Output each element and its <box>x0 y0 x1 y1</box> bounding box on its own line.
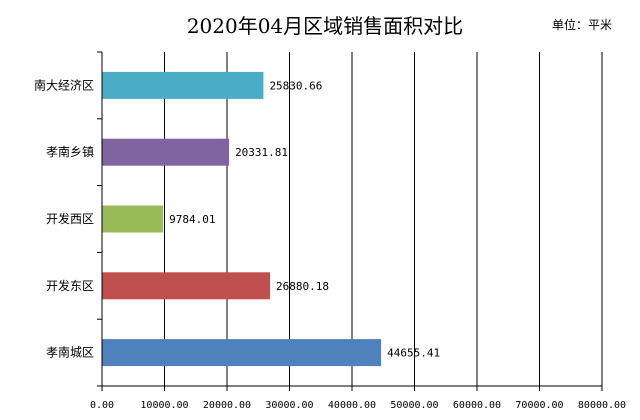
category-label: 开发西区 <box>46 211 94 226</box>
x-tick-label: 30000.00 <box>265 400 313 411</box>
value-label: 25830.66 <box>269 79 322 92</box>
category-label: 孝南乡镇 <box>46 144 94 159</box>
bar-2 <box>102 138 230 166</box>
value-label: 26880.18 <box>276 280 329 293</box>
category-label: 开发东区 <box>46 278 94 293</box>
category-label: 南大经济区 <box>34 77 94 92</box>
value-label: 44655.41 <box>387 347 440 360</box>
bar-3 <box>102 205 164 233</box>
labels: 南大经济区 25830.66 孝南乡镇 20331.81 开发西区 9784.01 开发东区… <box>34 77 626 411</box>
x-tick-label: 10000.00 <box>140 400 188 411</box>
x-tick-label: 80000.00 <box>578 400 626 411</box>
x-tick-label: 20000.00 <box>203 400 251 411</box>
axes <box>97 51 603 391</box>
value-label: 20331.81 <box>235 146 288 159</box>
unit-label: 单位：平米 <box>552 17 612 32</box>
bar-5 <box>102 339 382 367</box>
x-tick-label: 40000.00 <box>328 400 376 411</box>
x-tick-label: 70000.00 <box>515 400 563 411</box>
chart-title: 2020年04月区域销售面积对比 <box>187 14 463 38</box>
gridlines <box>164 52 603 386</box>
bar-1 <box>102 71 264 99</box>
x-tick-label: 0.00 <box>90 400 114 411</box>
bar-4 <box>102 272 271 300</box>
x-tick-label: 50000.00 <box>390 400 438 411</box>
value-label: 9784.01 <box>169 213 215 226</box>
category-label: 孝南城区 <box>46 345 94 360</box>
bars <box>102 71 382 367</box>
x-tick-label: 60000.00 <box>453 400 501 411</box>
